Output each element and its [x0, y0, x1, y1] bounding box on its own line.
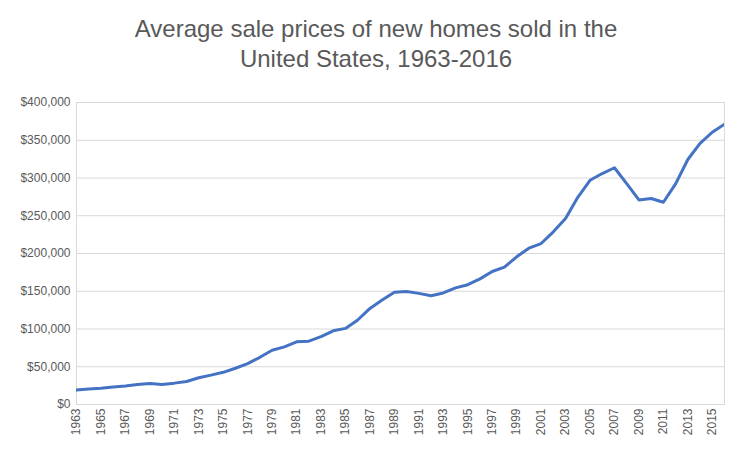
svg-text:1999: 1999 — [509, 408, 523, 435]
svg-text:1989: 1989 — [387, 408, 401, 435]
svg-text:2015: 2015 — [705, 408, 719, 435]
svg-text:2009: 2009 — [632, 408, 646, 435]
svg-text:$50,000: $50,000 — [27, 360, 71, 374]
svg-text:1967: 1967 — [118, 408, 132, 435]
svg-text:1991: 1991 — [412, 408, 426, 435]
svg-text:$0: $0 — [57, 397, 71, 412]
svg-text:2005: 2005 — [583, 408, 597, 435]
svg-text:$350,000: $350,000 — [20, 133, 70, 147]
svg-text:1969: 1969 — [143, 408, 157, 435]
svg-text:1979: 1979 — [265, 408, 279, 435]
svg-text:$400,000: $400,000 — [20, 95, 70, 109]
svg-text:1997: 1997 — [485, 408, 499, 435]
svg-text:$250,000: $250,000 — [20, 209, 70, 223]
svg-text:$200,000: $200,000 — [20, 246, 70, 260]
svg-text:$100,000: $100,000 — [20, 322, 70, 336]
svg-text:1981: 1981 — [289, 408, 303, 435]
svg-text:1965: 1965 — [94, 408, 108, 435]
svg-text:1993: 1993 — [436, 408, 450, 435]
svg-text:1987: 1987 — [363, 408, 377, 435]
svg-text:1977: 1977 — [241, 408, 255, 435]
svg-text:1971: 1971 — [167, 408, 181, 435]
svg-text:2013: 2013 — [681, 408, 695, 435]
svg-text:1975: 1975 — [216, 408, 230, 435]
svg-text:1963: 1963 — [69, 408, 83, 435]
svg-text:2011: 2011 — [656, 408, 670, 434]
svg-text:$300,000: $300,000 — [20, 171, 70, 185]
html-text:Average sale prices of new hom: Average sale prices of new homes sold in… — [134, 15, 618, 72]
svg-text:1983: 1983 — [314, 408, 328, 435]
svg-text:2001: 2001 — [534, 408, 548, 435]
svg-text:$150,000: $150,000 — [20, 284, 70, 298]
svg-text:2007: 2007 — [607, 408, 621, 435]
svg-text:2003: 2003 — [558, 408, 572, 435]
svg-text:1973: 1973 — [192, 408, 206, 435]
svg-text:1985: 1985 — [338, 408, 352, 435]
svg-text:1995: 1995 — [461, 408, 475, 435]
